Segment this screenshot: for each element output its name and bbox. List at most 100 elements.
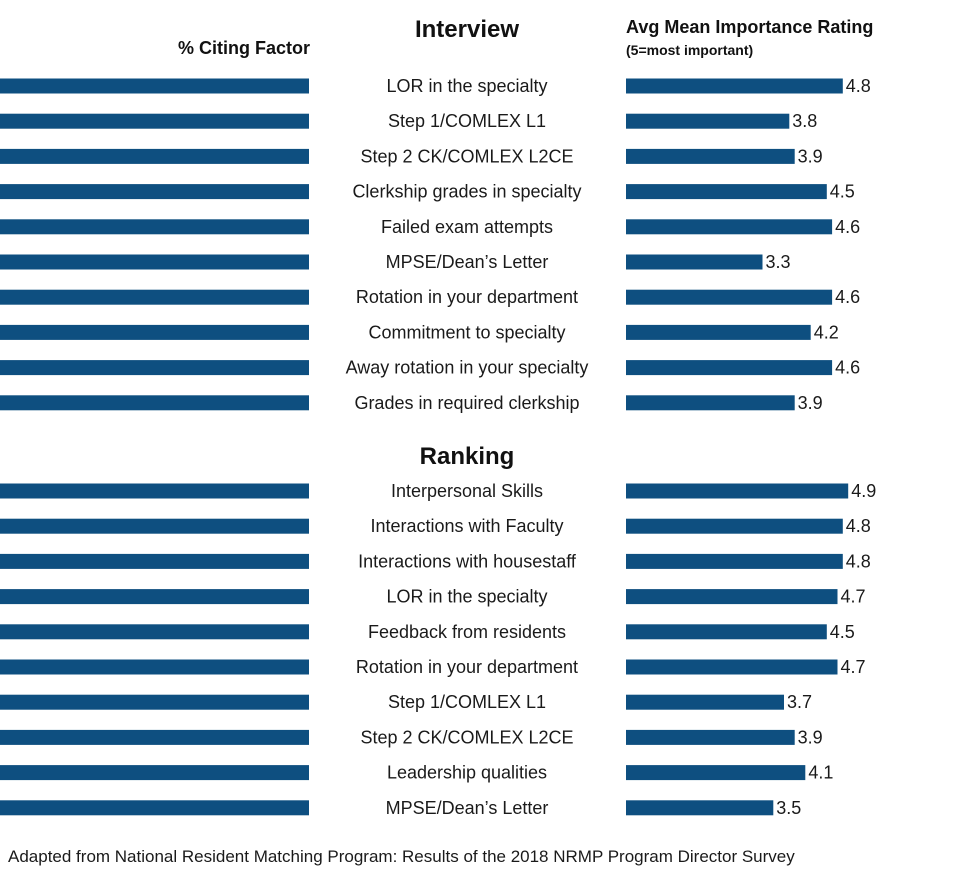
rating-bar [626,289,833,305]
rating-value-label: 4.9 [851,481,876,501]
rating-bar [626,659,838,675]
rating-value-label: 3.9 [798,393,823,413]
rating-value-label: 4.7 [841,587,866,607]
rating-value-label: 4.8 [846,551,871,571]
source-note: Adapted from National Resident Matching … [8,847,795,866]
rating-value-label: 4.6 [835,358,860,378]
rating-bar [626,694,784,710]
category-label: Interactions with Faculty [370,516,563,536]
rating-bar [626,518,843,534]
category-label: MPSE/Dean’s Letter [386,252,549,272]
pct-bar [0,148,310,164]
category-label: Grades in required clerkship [354,393,579,413]
category-label: Away rotation in your specialty [346,358,589,378]
rating-value-label: 4.2 [814,322,839,342]
rating-value-label: 4.5 [830,622,855,642]
avg-column-subheader: (5=most important) [626,42,753,58]
rating-value-label: 3.7 [787,692,812,712]
rating-value-label: 3.8 [792,111,817,131]
pct-bar [0,184,309,200]
rating-value-label: 4.5 [830,182,855,202]
pct-bar [0,589,309,605]
category-label: LOR in the specialty [386,587,547,607]
rating-bar [626,553,843,569]
pct-bar [0,113,309,129]
pct-bar [0,659,309,675]
rating-bar [626,483,849,499]
chart-row: 97%Step 1/COMLEX L13.8 [0,111,817,131]
rating-bar [626,148,795,164]
rating-value-label: 4.8 [846,76,871,96]
pct-bar [0,219,309,235]
category-label: Clerkship grades in specialty [352,182,581,202]
pct-bar [0,624,309,640]
category-label: Interpersonal Skills [391,481,543,501]
rating-bar [626,78,843,94]
pct-bar [0,360,309,376]
rating-bar [626,254,763,270]
category-label: Step 1/COMLEX L1 [388,692,546,712]
category-label: Step 2 CK/COMLEX L2CE [360,727,573,747]
rating-bar [626,324,811,340]
interview-section-title: Interview [415,16,519,43]
pct-bar [0,289,309,305]
rating-value-label: 4.6 [835,217,860,237]
rating-value-label: 3.9 [798,727,823,747]
rating-value-label: 3.5 [776,798,801,818]
ranking-section-title: Ranking [420,443,515,470]
rating-bar [626,395,795,411]
category-label: Rotation in your department [356,287,578,307]
category-label: Step 1/COMLEX L1 [388,111,546,131]
category-label: Feedback from residents [368,622,566,642]
category-label: Commitment to specialty [368,322,565,342]
rating-bar [626,184,827,200]
category-label: Rotation in your department [356,657,578,677]
rating-value-label: 3.9 [798,146,823,166]
rating-bar [626,360,833,376]
pct-bar [0,729,310,745]
avg-column-header: Avg Mean Importance Rating [626,17,873,37]
rating-bar [626,800,774,816]
ranking-section-bars: 98%Interpersonal Skills4.994%Interaction… [0,481,876,818]
pct-bar [0,324,310,340]
pct-column-header: % Citing Factor [178,38,310,58]
pct-bar [0,78,309,94]
rating-bar [626,589,838,605]
pct-bar [0,254,309,270]
pct-bar [0,800,309,816]
category-label: LOR in the specialty [386,76,547,96]
pct-bar [0,483,309,499]
rating-bar [626,624,827,640]
chart-row: 78%Step 1/COMLEX L13.7 [0,692,812,712]
pct-bar [0,694,309,710]
rating-bar [626,729,795,745]
rating-value-label: 4.7 [841,657,866,677]
category-label: Leadership qualities [387,763,547,783]
rating-bar [626,219,833,235]
rating-bar [626,113,790,129]
category-label: MPSE/Dean’s Letter [386,798,549,818]
category-label: Failed exam attempts [381,217,553,237]
pct-bar [0,553,309,569]
category-label: Step 2 CK/COMLEX L2CE [360,146,573,166]
